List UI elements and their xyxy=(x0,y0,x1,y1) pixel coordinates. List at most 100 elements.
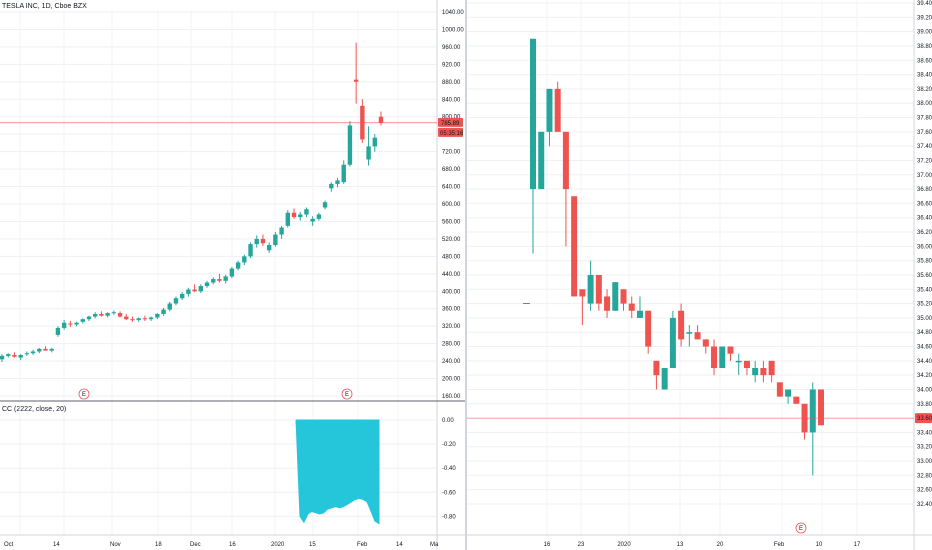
price-axis-label: 37.80 xyxy=(917,116,932,122)
candle-body xyxy=(117,313,123,317)
price-axis-label: 1040.00 xyxy=(442,10,464,16)
candle-body xyxy=(595,274,602,304)
candle-body xyxy=(136,318,141,321)
left-chart-pane[interactable]: TESLA INC, 1D, Cboe BZX CC (2222, close,… xyxy=(0,0,465,550)
time-axis-label: Feb xyxy=(357,542,368,548)
candle-body xyxy=(636,310,643,318)
time-axis-label: 2020 xyxy=(271,542,285,548)
price-axis-label: 36.80 xyxy=(917,187,932,193)
candle-body xyxy=(142,318,148,320)
last-price-label: 33.60 xyxy=(917,416,932,422)
indicator-axis-label: 0.00 xyxy=(442,418,454,424)
candle-body xyxy=(562,131,569,190)
candle-body xyxy=(378,116,384,123)
candle-body xyxy=(0,355,5,360)
left-chart-title: TESLA INC, 1D, Cboe BZX xyxy=(2,3,87,10)
countdown-label: 05:35:16 xyxy=(440,131,464,137)
candle-body xyxy=(669,317,676,369)
candle-body xyxy=(99,313,104,316)
candle-body xyxy=(298,214,303,218)
candle-body xyxy=(743,360,750,369)
candle-body xyxy=(248,244,253,257)
price-axis-label: 37.20 xyxy=(917,158,932,164)
earnings-marker-label: E xyxy=(345,392,349,398)
earnings-marker-icon[interactable] xyxy=(795,522,807,534)
price-axis-label: 34.60 xyxy=(917,345,932,351)
candle-body xyxy=(768,360,775,376)
candle-body xyxy=(161,309,166,314)
price-axis-label: 520.00 xyxy=(442,237,461,243)
candle-body xyxy=(155,313,160,318)
price-axis-label: 38.80 xyxy=(917,44,932,50)
time-axis-label: 14 xyxy=(396,542,403,548)
candle-body xyxy=(179,293,185,299)
candle-body xyxy=(285,212,291,226)
candle-body xyxy=(366,146,371,160)
candle-body xyxy=(61,322,67,328)
price-axis-label: 160.00 xyxy=(442,394,461,400)
price-axis-label: 34.80 xyxy=(917,330,932,336)
price-axis-label: 37.00 xyxy=(917,173,932,179)
pane-divider[interactable] xyxy=(465,0,467,550)
candle-body xyxy=(74,322,79,325)
time-axis-label: 17 xyxy=(854,542,861,548)
price-axis-label: 33.80 xyxy=(917,402,932,408)
candle-body xyxy=(793,396,800,404)
candle-body xyxy=(80,319,85,322)
candle-body xyxy=(105,313,110,316)
candle-body xyxy=(279,227,284,235)
earnings-marker-icon[interactable] xyxy=(78,388,90,400)
candle-body xyxy=(752,368,759,376)
candle-body xyxy=(49,348,54,351)
price-axis-label: 36.60 xyxy=(917,201,932,207)
price-axis-label: 33.40 xyxy=(917,430,932,436)
candle-body xyxy=(538,131,545,190)
time-axis-label: 14 xyxy=(53,542,60,548)
candle-body xyxy=(254,238,259,245)
price-axis-label: 240.00 xyxy=(442,359,461,365)
price-axis-label: 35.20 xyxy=(917,302,932,308)
candle-body xyxy=(612,282,619,311)
price-axis-label: 39.40 xyxy=(917,1,932,7)
right-chart-pane[interactable]: 39.40 39.20 39.00 38.80 38.60 38.40 38.20 38.00… xyxy=(467,0,932,550)
price-axis-label: 600.00 xyxy=(442,202,461,208)
candle-body xyxy=(653,360,660,376)
candle-body xyxy=(68,323,73,325)
time-axis-label: Ma xyxy=(430,542,439,548)
candle-body xyxy=(204,282,210,287)
price-axis-label: 34.40 xyxy=(917,359,932,365)
price-axis-label: 36.20 xyxy=(917,230,932,236)
time-axis-label: Dec xyxy=(190,542,201,548)
price-axis-label: 35.80 xyxy=(917,259,932,265)
left-chart-canvas[interactable]: 1040.00 1000.00 960.00 920.00 880.00 840.00 80… xyxy=(0,0,465,550)
candle-body xyxy=(43,348,48,351)
price-axis-label: 560.00 xyxy=(442,219,461,225)
last-price-tag xyxy=(438,117,463,127)
candle-body xyxy=(242,256,247,263)
time-axis-label: 2020 xyxy=(617,542,631,548)
price-axis-label: 360.00 xyxy=(442,307,461,313)
price-axis-label: 38.20 xyxy=(917,87,932,93)
candle-body xyxy=(604,296,611,311)
right-chart-canvas[interactable]: 39.40 39.20 39.00 38.80 38.60 38.40 38.20 38.00… xyxy=(467,0,932,550)
candle-body xyxy=(587,274,594,304)
candle-body xyxy=(86,316,92,320)
candle-body xyxy=(266,245,272,251)
candle-body xyxy=(291,212,297,218)
price-axis-label: 480.00 xyxy=(442,254,461,260)
candle-body xyxy=(55,327,61,335)
price-axis-label: 36.00 xyxy=(917,244,932,250)
candle-body xyxy=(173,298,179,304)
candle-body xyxy=(809,389,816,433)
time-axis-label: 23 xyxy=(578,542,585,548)
time-axis-label: Nov xyxy=(110,542,121,548)
candle-body xyxy=(530,38,536,190)
candle-body xyxy=(186,289,191,294)
time-axis-label: 20 xyxy=(717,542,724,548)
price-axis-label: 32.80 xyxy=(917,473,932,479)
countdown-tag xyxy=(438,127,463,137)
earnings-marker-icon[interactable] xyxy=(341,388,353,400)
price-axis-label: 280.00 xyxy=(442,342,461,348)
candle-body xyxy=(694,332,701,340)
candle-body xyxy=(620,289,627,304)
